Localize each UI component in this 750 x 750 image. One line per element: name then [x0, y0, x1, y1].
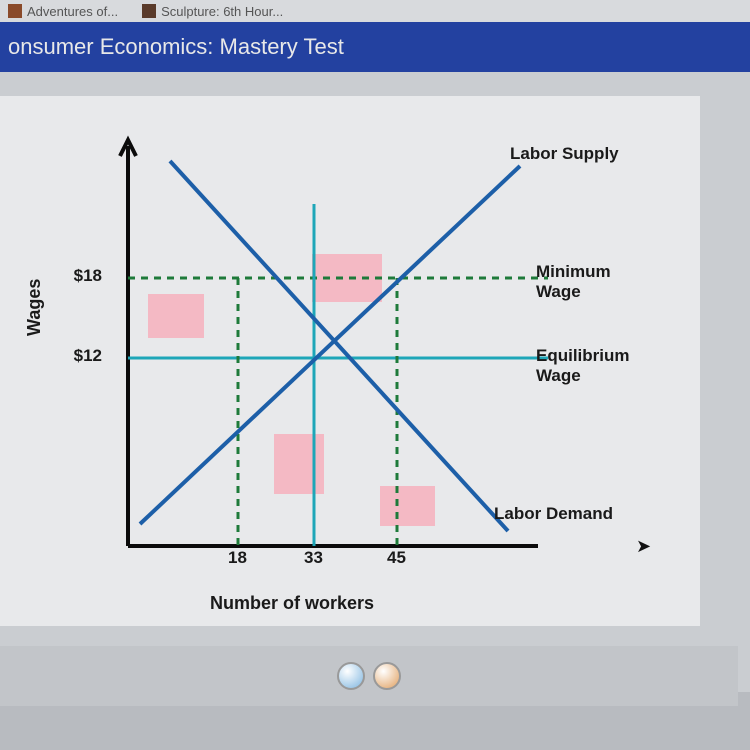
cursor-icon: ➤ [636, 536, 651, 557]
bookmark-item[interactable]: Adventures of... [8, 4, 118, 19]
taskbar-icon[interactable] [373, 662, 401, 690]
drop-box[interactable] [380, 486, 435, 526]
x-axis-title: Number of workers [210, 593, 374, 614]
y-tick-label: $18 [62, 266, 102, 286]
bookmarks-bar: Adventures of... Sculpture: 6th Hour... [0, 0, 750, 22]
bookmark-label: Sculpture: 6th Hour... [161, 4, 283, 19]
page-header: onsumer Economics: Mastery Test [0, 22, 750, 72]
x-tick-label: 33 [304, 548, 323, 568]
bookmark-icon [142, 4, 156, 18]
bookmark-icon [8, 4, 22, 18]
drop-box[interactable] [274, 434, 324, 494]
label-minimum-wage: Minimum Wage [536, 262, 611, 301]
bookmark-label: Adventures of... [27, 4, 118, 19]
label-equilibrium-wage: Equilibrium Wage [536, 346, 630, 385]
x-tick-label: 45 [387, 548, 406, 568]
bookmark-item[interactable]: Sculpture: 6th Hour... [142, 4, 283, 19]
labor-supply-line [140, 166, 520, 524]
drop-box[interactable] [312, 254, 382, 302]
x-tick-label: 18 [228, 548, 247, 568]
label-labor-supply: Labor Supply [510, 144, 619, 164]
labor-demand-line [170, 161, 508, 531]
y-axis-title: Wages [24, 279, 45, 336]
taskbar [0, 646, 738, 706]
drop-box[interactable] [148, 294, 204, 338]
page-title: onsumer Economics: Mastery Test [8, 34, 344, 59]
y-tick-label: $12 [62, 346, 102, 366]
content-area: Wages Number of workers $18 $12 18 33 45… [0, 72, 750, 692]
label-labor-demand: Labor Demand [494, 504, 613, 524]
chart-panel: Wages Number of workers $18 $12 18 33 45… [0, 96, 700, 626]
taskbar-icon[interactable] [337, 662, 365, 690]
